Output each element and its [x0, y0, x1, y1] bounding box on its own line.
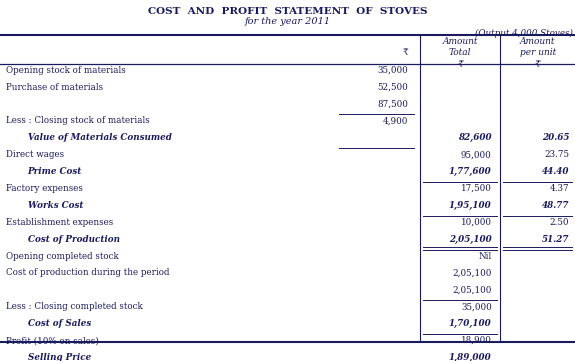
- Text: Opening completed stock: Opening completed stock: [6, 252, 118, 261]
- Text: 1,77,600: 1,77,600: [449, 167, 492, 176]
- Text: Direct wages: Direct wages: [6, 150, 64, 159]
- Text: 35,000: 35,000: [461, 302, 492, 311]
- Text: Establishment expenses: Establishment expenses: [6, 218, 113, 227]
- Text: Less : Closing stock of materials: Less : Closing stock of materials: [6, 117, 150, 126]
- Text: 48.77: 48.77: [542, 201, 569, 210]
- Text: Cost of production during the period: Cost of production during the period: [6, 269, 169, 278]
- Text: 51.27: 51.27: [542, 235, 569, 244]
- Text: 20.65: 20.65: [542, 133, 569, 142]
- Text: Opening stock of materials: Opening stock of materials: [6, 66, 125, 75]
- Text: 82,600: 82,600: [458, 133, 492, 142]
- Text: 4.37: 4.37: [550, 184, 569, 193]
- Text: Prime Cost: Prime Cost: [28, 167, 82, 176]
- Text: 18,900: 18,900: [461, 336, 492, 345]
- Text: for the year 2011: for the year 2011: [244, 17, 331, 26]
- Text: 10,000: 10,000: [461, 218, 492, 227]
- Text: 23.75: 23.75: [545, 150, 569, 159]
- Text: 87,500: 87,500: [377, 100, 408, 109]
- Text: Cost of Sales: Cost of Sales: [28, 319, 91, 328]
- Text: 44.40: 44.40: [542, 167, 569, 176]
- Text: 2.50: 2.50: [550, 218, 569, 227]
- Text: 2,05,100: 2,05,100: [449, 235, 492, 244]
- Text: 1,89,000: 1,89,000: [449, 353, 492, 361]
- Text: ₹: ₹: [402, 48, 408, 57]
- Text: 1,95,100: 1,95,100: [449, 201, 492, 210]
- Text: Purchase of materials: Purchase of materials: [6, 83, 103, 92]
- Text: Amount
per unit
₹: Amount per unit ₹: [519, 36, 556, 69]
- Text: Cost of Production: Cost of Production: [28, 235, 120, 244]
- Text: (Output 4,000 Stoves): (Output 4,000 Stoves): [476, 29, 573, 38]
- Text: Nil: Nil: [478, 252, 492, 261]
- Text: 2,05,100: 2,05,100: [453, 286, 492, 294]
- Text: 17,500: 17,500: [461, 184, 492, 193]
- Text: 35,000: 35,000: [378, 66, 408, 75]
- Text: 4,900: 4,900: [383, 117, 408, 126]
- Text: Less : Closing completed stock: Less : Closing completed stock: [6, 302, 143, 311]
- Text: 52,500: 52,500: [378, 83, 408, 92]
- Text: 1,70,100: 1,70,100: [449, 319, 492, 328]
- Text: COST  AND  PROFIT  STATEMENT  OF  STOVES: COST AND PROFIT STATEMENT OF STOVES: [148, 7, 427, 16]
- Text: Profit (10% on sales): Profit (10% on sales): [6, 336, 99, 345]
- Text: Works Cost: Works Cost: [28, 201, 83, 210]
- Text: Value of Materials Consumed: Value of Materials Consumed: [28, 133, 171, 142]
- Text: 95,000: 95,000: [461, 150, 492, 159]
- Text: Amount
Total
₹: Amount Total ₹: [442, 36, 478, 69]
- Text: Factory expenses: Factory expenses: [6, 184, 83, 193]
- Text: 2,05,100: 2,05,100: [453, 269, 492, 278]
- Text: Selling Price: Selling Price: [28, 353, 91, 361]
